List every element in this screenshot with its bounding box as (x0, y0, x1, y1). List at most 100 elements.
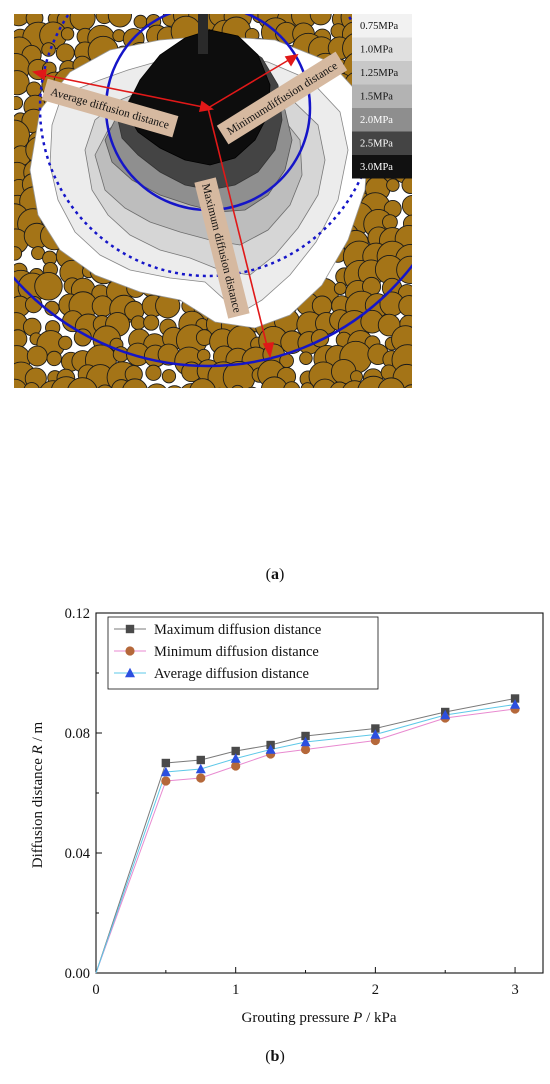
y-tick-label: 0.00 (65, 966, 90, 982)
soil-particle (189, 378, 216, 388)
pressure-legend-label: 3.0MPa (360, 162, 393, 173)
x-tick-label: 3 (511, 982, 518, 998)
pressure-legend-swatch (352, 14, 412, 38)
x-axis-title: Grouting pressure P / kPa (242, 1010, 397, 1026)
x-axis-title-unit: / kPa (362, 1010, 397, 1026)
soil-particle (143, 314, 160, 331)
soil-particle (26, 81, 42, 98)
data-point-minimum (161, 776, 171, 786)
soil-particle (260, 376, 288, 388)
x-axis-title-var: P (352, 1010, 362, 1026)
distance-arrows (31, 53, 299, 359)
soil-particle (26, 345, 48, 367)
legend-marker (125, 624, 135, 634)
chart-series-markers (160, 694, 521, 786)
legend-box (107, 616, 379, 690)
data-point-average (510, 699, 521, 709)
caption-a-open: ( (266, 566, 271, 583)
pressure-legend-label: 1.0MPa (360, 45, 393, 56)
soil-particle (34, 272, 63, 301)
pressure-legend-label: 2.5MPa (360, 139, 393, 150)
legend-label: Minimum diffusion distance (154, 644, 319, 660)
diffusion-distance-chart: 0 1 2 3 0.00 0.04 0.08 0.12 Maximum diffusion d… (30, 606, 544, 1026)
pressure-legend-swatch (352, 155, 412, 179)
soil-particle (60, 27, 75, 41)
y-axis-title-text: Diffusion distance (30, 754, 46, 868)
caption-a: (a) (266, 566, 285, 583)
soil-particle (312, 378, 338, 388)
soil-particle (283, 381, 301, 388)
y-tick-label: 0.08 (65, 726, 90, 742)
pressure-legend-swatch (352, 131, 412, 155)
soil-particle (309, 14, 332, 26)
x-tick-label: 2 (372, 982, 379, 998)
x-tick-label: 0 (92, 982, 99, 998)
x-axis-title-text: Grouting pressure (242, 1010, 354, 1026)
pressure-legend-swatch (352, 37, 412, 61)
soil-particle (46, 350, 62, 367)
caption-b: (b) (265, 1048, 285, 1065)
pressure-legend-label: 0.75MPa (360, 21, 399, 32)
soil-particle (14, 95, 24, 110)
caption-a-close: ) (279, 566, 284, 583)
caption-b-close: ) (279, 1048, 284, 1065)
data-point-maximum (510, 694, 520, 703)
soil-particle (147, 383, 167, 388)
grout-pipe (198, 14, 208, 54)
soil-particle (401, 194, 412, 217)
chart-legend: Maximum diffusion distance Minimum diffus… (107, 616, 379, 690)
y-axis-title: Diffusion distance R / m (30, 721, 46, 868)
data-point-minimum (300, 744, 311, 755)
caption-b-open: ( (265, 1048, 270, 1065)
caption-b-letter: b (271, 1048, 280, 1065)
soil-particle (231, 384, 244, 388)
soil-particle (14, 70, 30, 96)
soil-particle (299, 351, 313, 365)
soil-particle (69, 14, 96, 32)
data-point-average (300, 736, 311, 747)
soil-particle (145, 364, 162, 381)
soil-particle (14, 378, 28, 388)
soil-particle (247, 386, 257, 388)
y-axis-title-unit: / m (30, 721, 46, 745)
data-point-maximum (196, 755, 205, 765)
soil-particle (333, 282, 347, 295)
maximum-diffusion-circle (14, 263, 412, 368)
legend-label: Maximum diffusion distance (154, 622, 321, 638)
soil-particle (401, 175, 412, 194)
data-point-average (195, 763, 206, 774)
data-point-minimum (196, 773, 206, 783)
soil-particle (161, 369, 177, 384)
legend-marker (125, 667, 135, 678)
pressure-legend-swatch (352, 108, 412, 132)
soil-particle (107, 14, 132, 28)
legend-marker (125, 646, 135, 656)
data-point-maximum (371, 724, 380, 733)
data-point-average (160, 766, 171, 777)
data-point-maximum (231, 746, 240, 756)
soil-particle (398, 295, 412, 317)
soil-particle (217, 387, 222, 388)
soil-particle (404, 384, 412, 388)
soil-particle (41, 42, 56, 57)
soil-particle (55, 43, 75, 63)
panel-a-diffusion-image: Average diffusion distance Minimumdiffus… (14, 14, 412, 388)
soil-particle (386, 178, 400, 192)
pressure-legend-label: 1.5MPa (360, 92, 393, 103)
data-point-average (440, 709, 451, 720)
chart-axes: 0 1 2 3 0.00 0.04 0.08 0.12 (65, 606, 544, 998)
y-axis-title-var: R (30, 745, 46, 755)
pressure-legend-label: 1.25MPa (360, 68, 399, 79)
soil-particle (378, 377, 405, 388)
data-point-minimum (231, 761, 241, 771)
data-point-average (370, 729, 381, 739)
soil-particle (67, 377, 98, 388)
y-tick-label: 0.04 (65, 846, 91, 862)
legend-label: Average diffusion distance (154, 666, 309, 682)
data-point-maximum (301, 731, 310, 741)
soil-particle (382, 214, 398, 230)
soil-particle (23, 382, 40, 388)
soil-particle (122, 378, 148, 388)
soil-particle (58, 335, 73, 350)
